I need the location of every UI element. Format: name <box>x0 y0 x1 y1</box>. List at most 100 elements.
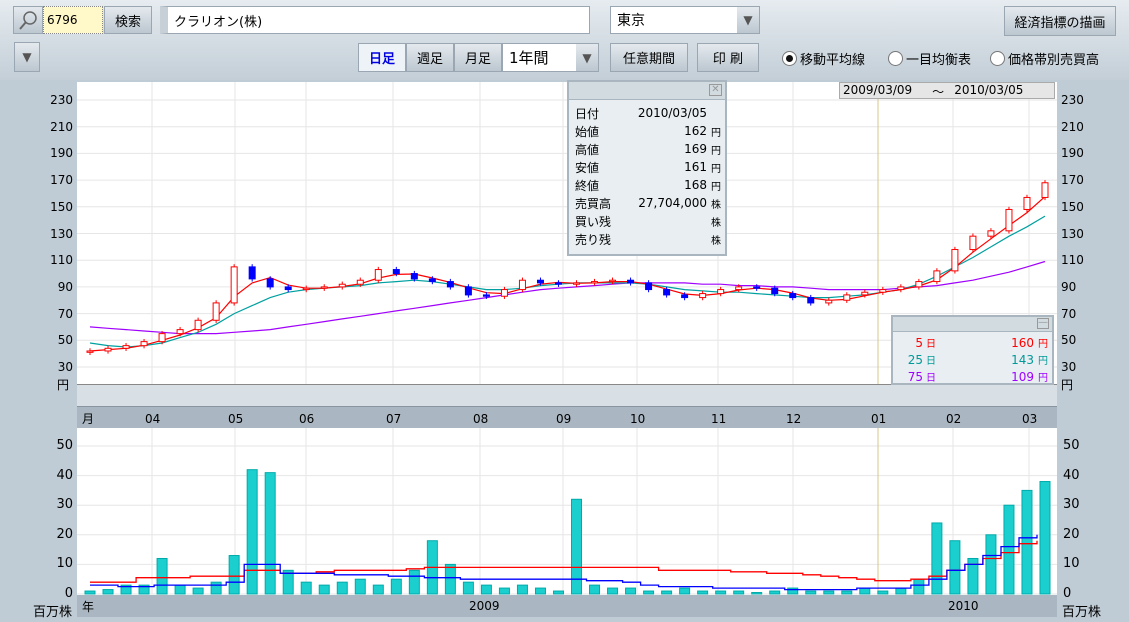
custom-period-button[interactable]: 任意期間 <box>610 43 688 72</box>
legend-row: 5 日 160 円 <box>897 334 1048 351</box>
info-value: 2010/03/05 <box>637 106 707 120</box>
month-label: 04 <box>145 412 161 426</box>
volume-bar <box>300 581 312 595</box>
info-key: 日付 <box>575 106 600 121</box>
volume-bar <box>643 590 655 595</box>
candle-body <box>104 347 112 352</box>
candle-body <box>879 289 887 293</box>
volume-bar <box>480 584 492 595</box>
candle-body <box>500 289 508 297</box>
candle-body <box>753 286 761 289</box>
candle-body <box>717 289 725 295</box>
candle-body <box>771 287 779 295</box>
volume-bar <box>246 469 258 595</box>
volume-bar <box>697 590 709 595</box>
candle-body <box>987 230 995 237</box>
tab-daily[interactable]: 日足 <box>358 43 406 72</box>
volume-bar <box>120 584 132 595</box>
radio-volume-profile[interactable]: 価格帯別売買高 <box>990 49 1099 68</box>
tab-monthly[interactable]: 月足 <box>454 43 502 72</box>
volume-bar <box>228 555 240 595</box>
ma-day-unit: 日 <box>926 373 936 384</box>
volume-bar <box>607 587 619 595</box>
volume-tick-left: 30 <box>56 497 73 513</box>
candle-body <box>266 278 274 288</box>
info-value: 161 <box>684 160 707 174</box>
volume-bar <box>931 522 943 595</box>
month-label: 05 <box>228 412 244 426</box>
price-tick-right: 230 <box>1061 93 1084 107</box>
volume-bar <box>444 563 456 595</box>
volume-bar <box>318 584 330 595</box>
info-value: 168 <box>684 178 707 192</box>
volume-bar <box>625 587 637 595</box>
econ-indicator-button[interactable]: 経済指標の描画 <box>1004 6 1116 36</box>
candle-body <box>861 291 869 296</box>
volume-bar <box>516 584 528 595</box>
price-tick-left: 30 <box>57 360 73 374</box>
volume-bar <box>534 587 546 595</box>
price-tick-right: 90 <box>1061 279 1077 294</box>
volume-bar <box>913 578 925 595</box>
candle-body <box>302 287 310 291</box>
ma-yen: 円 <box>1038 373 1048 384</box>
legend-header: — <box>893 317 1052 332</box>
minimize-icon[interactable]: — <box>1037 317 1049 329</box>
volume-tick-left: 0 <box>64 586 73 601</box>
price-tick-right: 210 <box>1061 119 1084 134</box>
close-icon[interactable]: ✕ <box>709 84 722 96</box>
volume-bar <box>985 534 997 595</box>
price-tick-left: 190 <box>50 146 73 161</box>
ma-value: 160 <box>1011 335 1034 350</box>
period-select[interactable]: 1年間 ▼ <box>502 43 599 72</box>
ma-days: 75 <box>907 369 923 384</box>
volume-tick-right: 30 <box>1063 497 1080 513</box>
year-axis-bar <box>77 595 1057 617</box>
info-unit: 円 <box>711 145 721 157</box>
tab-weekly[interactable]: 週足 <box>406 43 454 72</box>
candle-body <box>122 345 130 349</box>
month-axis-label: 月 <box>82 412 95 426</box>
toolbar: 6796 検索 クラリオン(株) 東京 ▼ 経済指標の描画 ▼ 日足 週足 月足… <box>0 0 1129 80</box>
info-key: 始値 <box>575 124 600 139</box>
search-button[interactable]: 検索 <box>104 6 152 34</box>
stock-code-input[interactable]: 6796 <box>43 6 103 34</box>
legend-rows: 5 日 160 円 25 日 143 円 75 日 109 円 <box>893 332 1052 387</box>
date-range-box: 2009/03/09 ～ 2010/03/05 <box>839 82 1055 99</box>
candle-body <box>843 294 851 301</box>
candle-body <box>789 293 797 299</box>
price-unit-right: 円 <box>1061 378 1074 392</box>
month-label: 09 <box>556 412 572 426</box>
candle-body <box>807 297 815 304</box>
print-button[interactable]: 印 刷 <box>697 43 759 72</box>
info-unit: 株 <box>711 199 721 211</box>
period-value: 1年間 <box>509 49 549 67</box>
volume-bar <box>1021 489 1033 595</box>
volume-bar <box>589 584 601 595</box>
market-select[interactable]: 東京 ▼ <box>610 6 760 34</box>
ma-value: 109 <box>1011 369 1034 384</box>
info-row: 売買高 27,704,000 株 <box>575 194 721 212</box>
collapse-dropdown-button[interactable]: ▼ <box>14 42 40 72</box>
radio-indicator <box>782 51 797 66</box>
market-value: 東京 <box>617 13 645 29</box>
price-tick-right: 30 <box>1061 360 1077 374</box>
volume-bar <box>733 590 745 595</box>
volume-bar <box>877 590 889 595</box>
margin-sell-line <box>90 534 1038 591</box>
volume-tick-right: 40 <box>1063 467 1080 483</box>
radio-moving-average[interactable]: 移動平均線 <box>782 49 865 68</box>
radio-label: 一目均衡表 <box>906 53 972 68</box>
radio-ichimoku[interactable]: 一目均衡表 <box>888 49 971 68</box>
month-label: 07 <box>386 412 402 426</box>
volume-tick-left: 50 <box>56 438 73 453</box>
candle-body <box>699 293 707 299</box>
search-icon-button[interactable] <box>13 6 43 34</box>
volume-bar <box>336 581 348 595</box>
volume-bar <box>102 589 114 595</box>
info-key: 高値 <box>575 142 600 157</box>
price-tick-right: 110 <box>1061 253 1084 268</box>
price-tick-left: 230 <box>50 93 73 107</box>
volume-bar <box>769 590 781 595</box>
info-value: 27,704,000 <box>638 196 707 210</box>
